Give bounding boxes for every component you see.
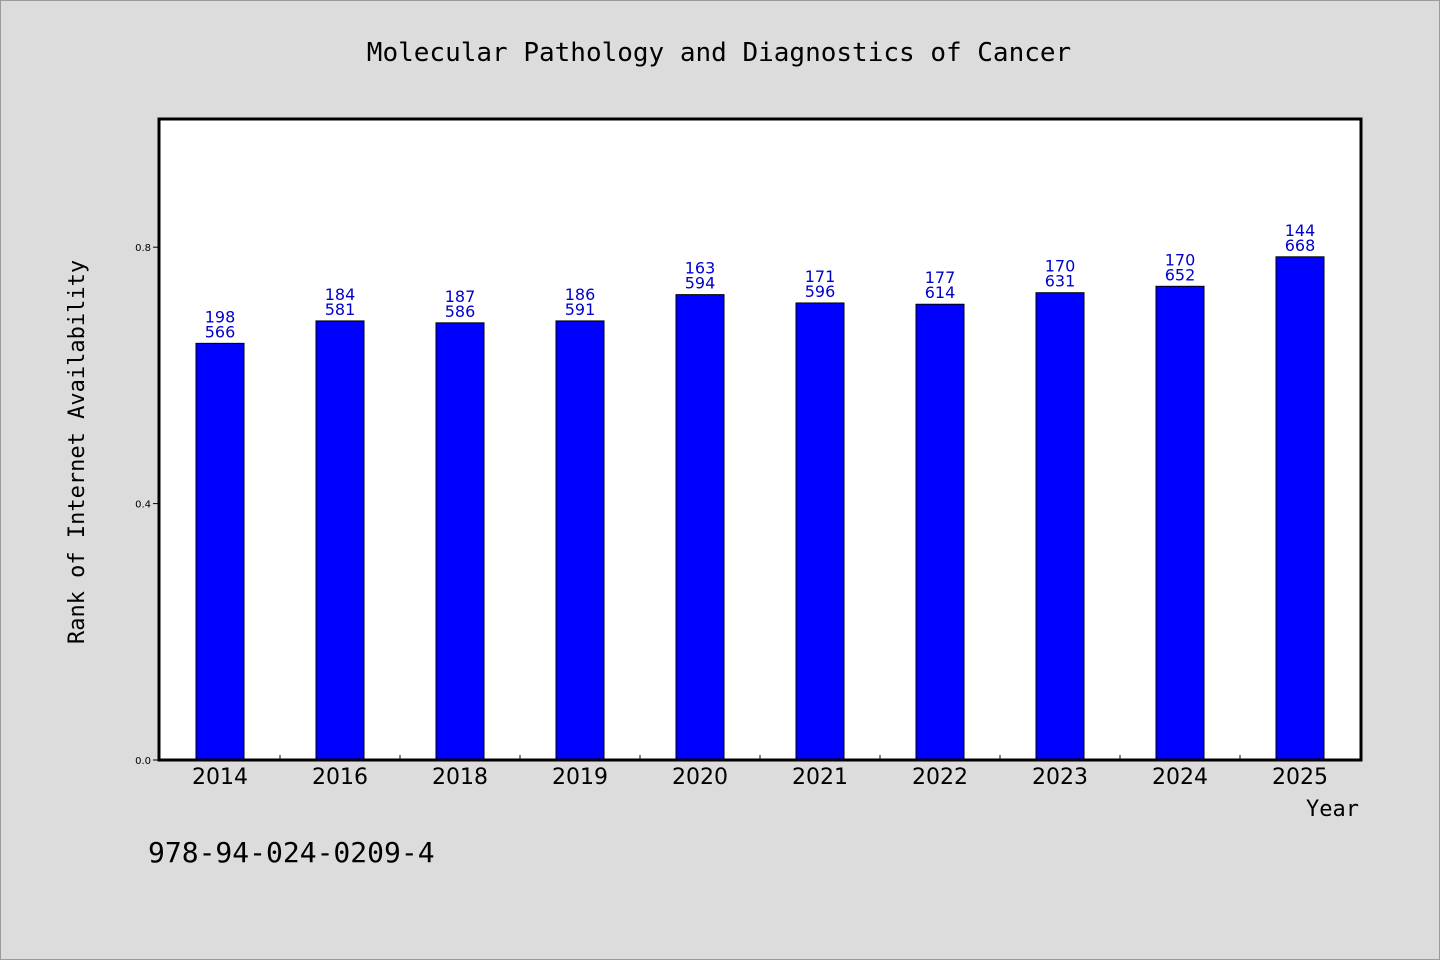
y-tick-label: 0.0 [135, 756, 151, 767]
bar-2014 [195, 342, 245, 761]
x-tick-label: 2020 [672, 765, 728, 790]
bar-label-top: 198 [205, 307, 236, 326]
isbn-label: 978-94-024-0209-4 [148, 836, 435, 869]
bar-label-bottom: 631 [1045, 272, 1076, 291]
bar-2016 [315, 320, 365, 761]
plot-border [157, 117, 1363, 762]
bar-2022 [915, 303, 965, 761]
x-tick-label: 2023 [1032, 765, 1088, 790]
y-axis-label: Rank of Internet Availability [65, 260, 90, 644]
bar-label-top: 186 [565, 285, 596, 304]
bar-label-top: 144 [1285, 221, 1316, 240]
x-tick-label: 2019 [552, 765, 608, 790]
bar-label-top: 171 [805, 267, 836, 286]
chart-title: Molecular Pathology and Diagnostics of C… [367, 38, 1071, 68]
bar-label-top: 170 [1165, 250, 1196, 269]
bar-2025 [1275, 256, 1325, 761]
bar-label-bottom: 596 [805, 282, 836, 301]
x-tick-label: 2018 [432, 765, 488, 790]
bar-label-top: 170 [1045, 257, 1076, 276]
bar-label-bottom: 668 [1285, 236, 1316, 255]
bar-label-bottom: 614 [925, 283, 956, 302]
y-tick-label: 0.4 [135, 500, 151, 511]
x-tick-label: 2025 [1272, 765, 1328, 790]
bar-2019 [555, 320, 605, 761]
bar-label-top: 187 [445, 287, 476, 306]
bar-label-bottom: 591 [565, 300, 596, 319]
x-tick-label: 2021 [792, 765, 848, 790]
bar-2024 [1155, 285, 1205, 761]
bar-label-top: 163 [685, 259, 716, 278]
bar-label-top: 184 [325, 285, 356, 304]
x-axis-tick-labels: 2014 2016 2018 2019 2020 2021 2022 2023 2024 2025 [192, 765, 1328, 790]
bar-2018 [435, 322, 485, 761]
x-axis-label: Year [1306, 797, 1359, 822]
x-tick-label: 2014 [192, 765, 248, 790]
bar-2020 [675, 294, 725, 761]
y-axis-ticks: 0.0 0.4 0.8 [135, 243, 159, 767]
bar-label-bottom: 586 [445, 302, 476, 321]
x-tick-label: 2024 [1152, 765, 1208, 790]
x-tick-label: 2016 [312, 765, 368, 790]
bar-label-bottom: 652 [1165, 265, 1196, 284]
bar-label-bottom: 581 [325, 300, 356, 319]
y-tick-label: 0.8 [135, 243, 151, 254]
bar-label-bottom: 566 [205, 322, 236, 341]
bar-2023 [1035, 292, 1085, 761]
x-tick-label: 2022 [912, 765, 968, 790]
bars-group [195, 256, 1325, 761]
bar-label-top: 177 [925, 268, 956, 287]
bar-2021 [795, 302, 845, 761]
bar-label-bottom: 594 [685, 274, 716, 293]
